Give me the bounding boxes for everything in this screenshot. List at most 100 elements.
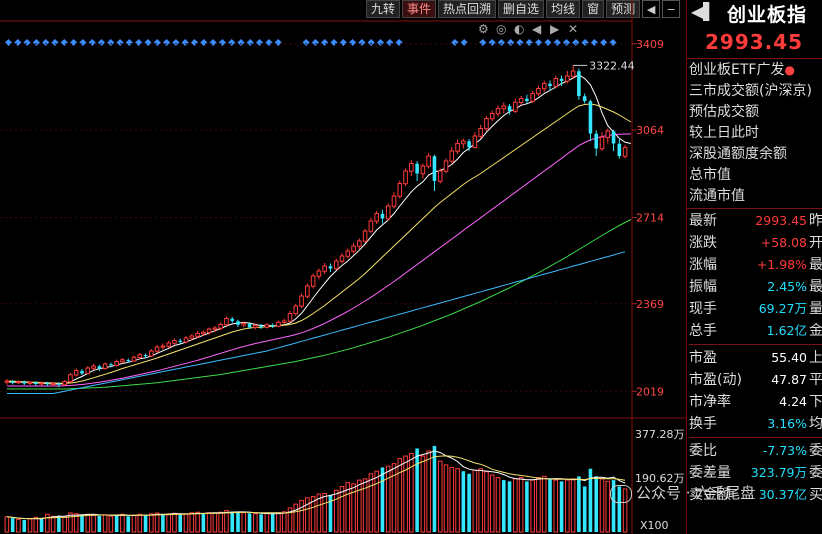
chart-tool-icon[interactable]: ✕ [568,22,578,36]
volume-bar [143,515,148,532]
volume-bar [50,515,56,533]
event-marker-icon [32,38,40,47]
menu-item-vs-yesterday[interactable]: 较上日此时 [689,125,759,141]
volume-bar [501,480,506,532]
candle-body [559,78,564,81]
candle-body [599,136,605,150]
back-icon[interactable]: ◀▌ [691,2,716,21]
candle-body [97,366,102,369]
volume-bar [536,477,541,533]
candle-body [293,305,299,315]
event-marker-icon [600,38,608,47]
toolbar-hotspot-replay-button[interactable]: 热点回溯 [438,0,497,18]
menu-item-turnover[interactable]: 三市成交额(沪深京) [689,83,812,99]
volume-bar [131,514,137,533]
related-menu: 创业板ETF广发● 三市成交额(沪深京) 预估成交额 较上日此时 深股通额度余额… [689,60,822,207]
candle-body [420,165,426,175]
menu-item-northbound-quota[interactable]: 深股通额度余额 [689,146,787,162]
event-marker-icon [190,38,199,47]
chart-tool-icon[interactable]: ▶ [550,22,560,36]
candle-body [351,245,356,252]
chart-tool-icon[interactable]: ⚙ [478,22,489,36]
stat-value: 47.87 [771,372,807,387]
toolbar-window-button[interactable]: 窗 [582,0,605,18]
menu-item-est-turnover[interactable]: 预估成交额 [689,104,759,120]
volume-tick-label: 190.62万 [635,472,685,485]
volume-bar [362,478,368,533]
chart-tool-icon[interactable]: ◎ [496,22,506,36]
candle-body [287,313,293,322]
candle-body [247,323,252,328]
volume-bar [45,513,50,533]
candle-body [137,354,143,358]
volume-bar [230,511,235,532]
candle-body [206,328,212,333]
toolbar-jiuzhuan-button[interactable]: 九转 [366,0,401,18]
candle-body [241,323,247,326]
stat-label: 涨幅 [689,257,717,273]
stat-tail-label: 委 [809,443,822,459]
volume-bar [553,479,559,533]
event-marker-icon [451,38,459,47]
candle-body [525,98,529,101]
stat-value: 2993.45 [755,213,807,228]
event-marker-icon [23,38,31,47]
toolbar-remove-watchlist-button[interactable]: 删自选 [498,0,545,18]
candle-body [385,205,391,220]
volume-bar [443,464,449,533]
event-marker-icon [525,38,533,47]
stat-label: 市盈(动) [689,372,742,388]
price-tick-label: 2714 [636,212,664,225]
divider [689,437,822,438]
price-tick-label: 2019 [636,385,664,398]
event-marker-icon [358,38,366,47]
kline-chart[interactable]: 3409 3064 2714 2369 2019 3322.44 377.28万 190.62… [0,0,686,534]
toolbar-events-button[interactable]: 事件 [402,0,437,18]
stat-value: 3.16% [767,416,807,431]
toolbar-prev-icon[interactable]: ◀ [642,0,661,18]
candle-body [50,383,56,385]
toolbar-ma-button[interactable]: 均线 [546,0,581,18]
candle-body [172,340,177,344]
volume-ma10-line [6,455,626,520]
volume-bar [22,519,27,532]
candle-body [62,381,67,386]
volume-bar [478,468,483,533]
stat-value: 69.27万 [758,301,807,316]
stat-label: 委比 [689,443,717,459]
candle-body [443,160,449,172]
volume-bar [472,469,478,533]
volume-bar [385,465,391,533]
menu-item-total-mcap[interactable]: 总市值 [689,167,731,183]
candle-body [230,318,235,321]
candle-body [594,133,599,149]
candle-body [409,163,414,172]
volume-bar [559,481,564,532]
candle-body [109,364,113,366]
candle-body [472,135,478,148]
candle-body [27,381,33,384]
event-marker-icon [488,38,496,47]
chart-tool-icon[interactable]: ◐ [514,22,524,36]
menu-item-etf[interactable]: 创业板ETF广发● [689,62,795,78]
event-marker-icon [97,38,106,47]
volume-bar [357,479,362,533]
candle-body [305,285,310,297]
stat-tail-label: 最 [809,257,822,273]
event-marker-icon [544,38,552,47]
volume-bar [149,513,154,533]
volume-bar [39,518,44,532]
volume-bar [565,479,570,533]
event-marker-icon [228,38,236,47]
menu-item-float-mcap[interactable]: 流通市值 [689,188,745,204]
candle-body [403,170,408,185]
stat-row: 现手 69.27万量 [689,298,822,320]
event-marker-icon [246,38,254,47]
volume-bar [166,513,171,533]
chart-tool-icon[interactable]: ◀ [532,22,542,36]
volume-bar [172,512,177,533]
toolbar-minus-icon[interactable]: − [662,0,681,18]
volume-bar [495,477,501,533]
candle-body [166,342,171,347]
candle-body [449,150,455,162]
